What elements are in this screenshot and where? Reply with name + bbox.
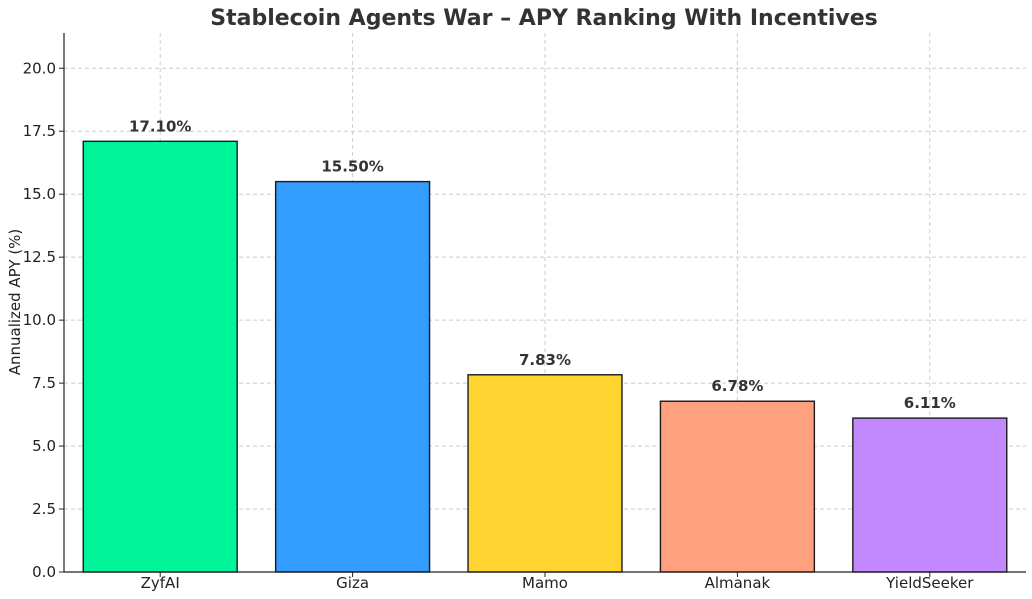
labels: 0.0 2.5 5.0 7.5 10.0 12.5 15.0 17.5 20.0 ZyfAI 17.… [23, 59, 975, 592]
x-tick-label: Mamo [522, 574, 568, 592]
bar-almanak [659, 400, 816, 573]
x-tick-label: Giza [336, 574, 369, 592]
y-tick-label: 20.0 [23, 59, 56, 77]
x-tick-label: ZyfAI [141, 574, 180, 592]
bar-yieldseeker [852, 417, 1008, 573]
data-label: 6.78% [711, 377, 763, 395]
y-tick-label: 12.5 [23, 248, 56, 266]
x-tick-label: Almanak [705, 574, 771, 592]
y-tick-label: 10.0 [23, 311, 56, 329]
y-tick-label: 2.5 [32, 500, 56, 518]
y-tick-label: 17.5 [23, 122, 56, 140]
bar-mamo [467, 374, 623, 573]
y-tick-label: 15.0 [23, 185, 56, 203]
axes [59, 33, 1026, 577]
data-label: 15.50% [321, 158, 383, 176]
x-tick-label: YieldSeeker [885, 574, 974, 592]
data-label: 7.83% [519, 351, 571, 369]
y-tick-label: 5.0 [32, 437, 56, 455]
bar-giza [274, 180, 431, 573]
bar-zyfai [82, 140, 238, 573]
y-tick-label: 7.5 [32, 374, 56, 392]
bars [82, 140, 1008, 573]
data-label: 6.11% [904, 394, 956, 412]
y-tick-label: 0.0 [32, 563, 56, 581]
chart-title: Stablecoin Agents War – APY Ranking With… [210, 6, 878, 31]
y-axis-label: Annualized APY (%) [6, 229, 24, 376]
data-label: 17.10% [129, 117, 191, 135]
